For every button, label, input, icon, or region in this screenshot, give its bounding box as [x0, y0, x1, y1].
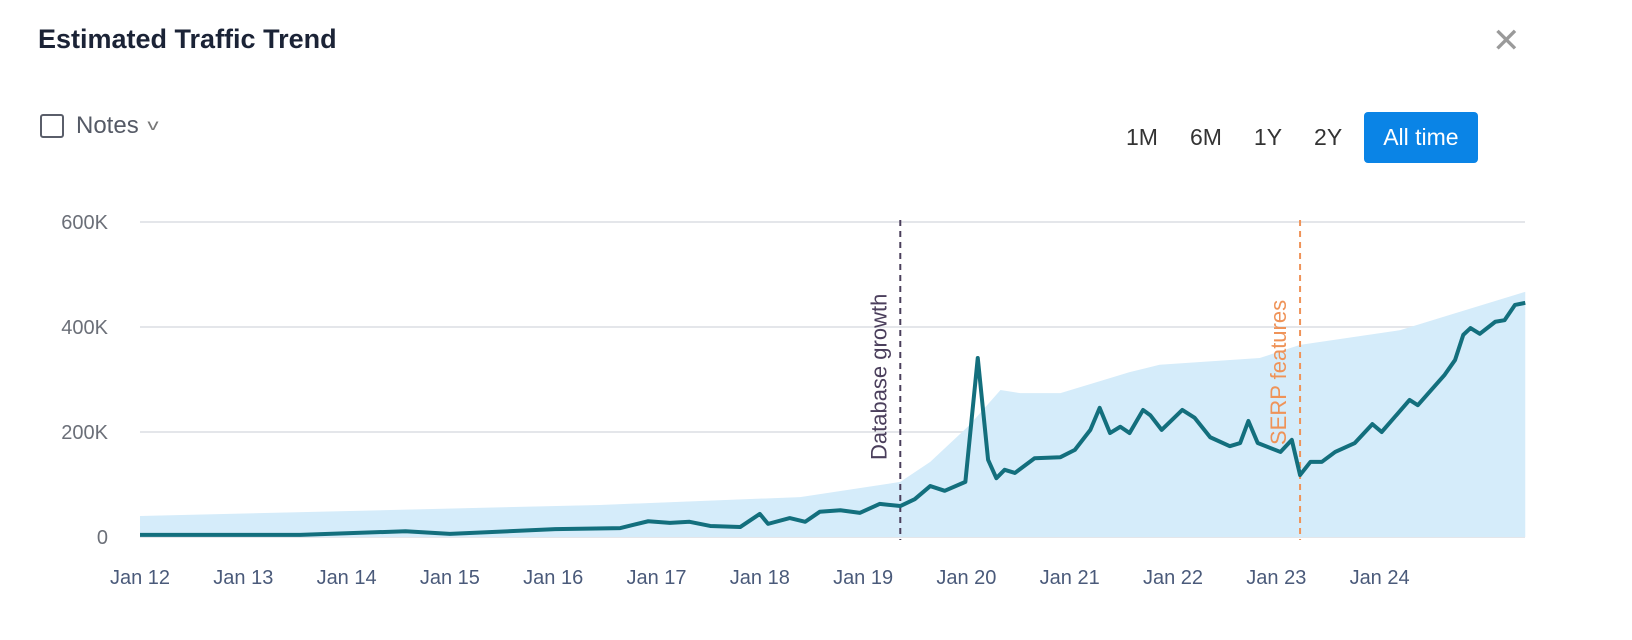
x-tick-label: Jan 22	[1143, 567, 1203, 589]
x-tick-label: Jan 13	[213, 567, 273, 589]
x-tick-label: Jan 14	[317, 567, 377, 589]
y-tick-label: 0	[97, 527, 108, 549]
range-selector: 1M 6M 1Y 2Y All time	[1110, 112, 1478, 163]
y-tick-label: 400K	[61, 317, 108, 339]
range-1m-button[interactable]: 1M	[1126, 124, 1158, 150]
x-tick-label: Jan 16	[523, 567, 583, 589]
area-series	[140, 291, 1526, 537]
y-tick-label: 600K	[61, 212, 108, 234]
annotation-label: SERP features	[1266, 300, 1291, 445]
x-tick-label: Jan 20	[936, 567, 996, 589]
x-tick-label: Jan 19	[833, 567, 893, 589]
notes-checkbox[interactable]	[40, 114, 64, 138]
annotation-label: Database growth	[866, 294, 891, 460]
x-tick-label: Jan 12	[110, 567, 170, 589]
range-6m-button[interactable]: 6M	[1189, 124, 1222, 150]
close-icon[interactable]: ✕	[1492, 22, 1521, 60]
chevron-down-icon[interactable]: v	[147, 117, 159, 134]
traffic-line	[140, 300, 1526, 537]
page-title: Estimated Traffic Trend	[38, 24, 337, 54]
y-tick-label: 200K	[61, 422, 108, 444]
notes-toggle[interactable]: Notes v	[40, 112, 159, 140]
range-1y-button[interactable]: 1Y	[1253, 124, 1283, 150]
notes-label: Notes	[76, 112, 139, 139]
range-all-time-button[interactable]: All time	[1364, 112, 1478, 163]
x-tick-label: Jan 18	[730, 567, 790, 589]
x-tick-label: Jan 24	[1350, 567, 1410, 589]
x-tick-label: Jan 21	[1040, 567, 1100, 589]
x-tick-label: Jan 23	[1246, 567, 1306, 589]
x-tick-label: Jan 15	[420, 567, 480, 589]
range-2y-button[interactable]: 2Y	[1314, 124, 1343, 150]
x-tick-label: Jan 17	[626, 567, 686, 589]
